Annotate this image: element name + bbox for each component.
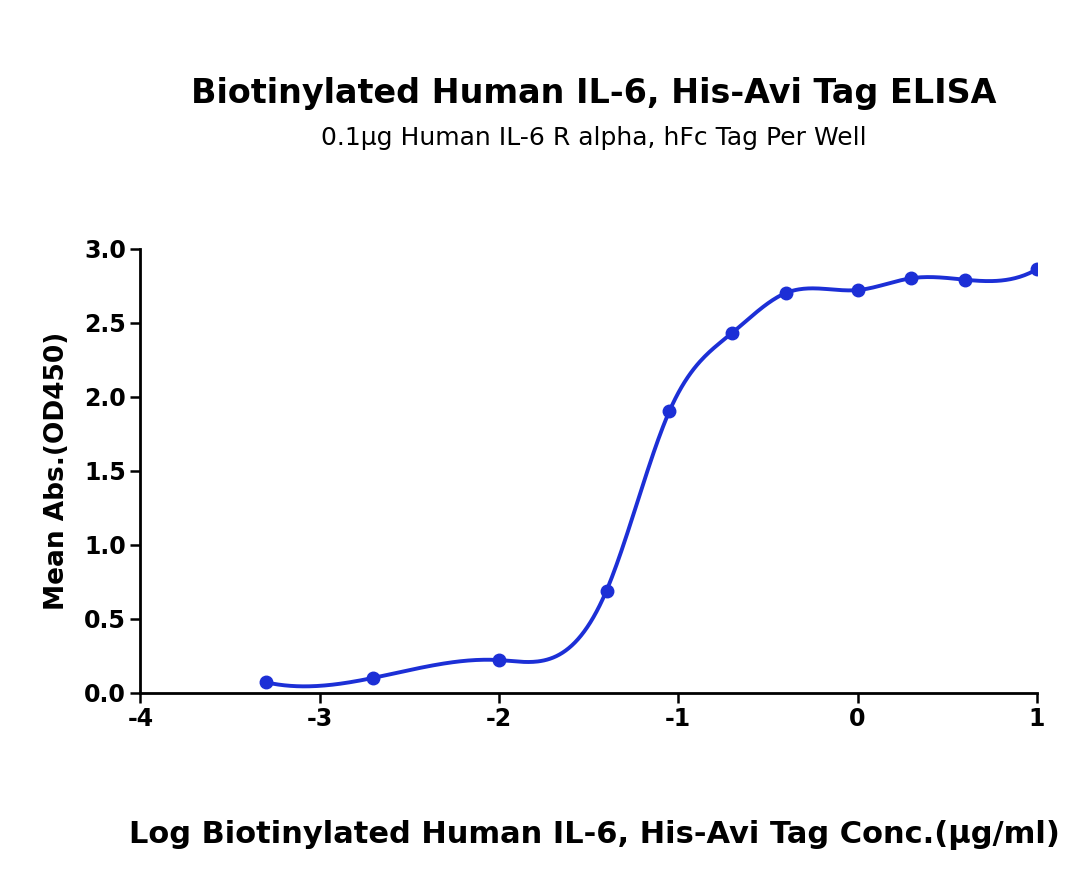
Text: Log Biotinylated Human IL-6, His-Avi Tag Conc.(μg/ml): Log Biotinylated Human IL-6, His-Avi Tag… xyxy=(129,820,1059,850)
Text: Biotinylated Human IL-6, His-Avi Tag ELISA: Biotinylated Human IL-6, His-Avi Tag ELI… xyxy=(191,76,997,110)
Text: 0.1μg Human IL-6 R alpha, hFc Tag Per Well: 0.1μg Human IL-6 R alpha, hFc Tag Per We… xyxy=(321,125,867,150)
Y-axis label: Mean Abs.(OD450): Mean Abs.(OD450) xyxy=(44,331,70,610)
